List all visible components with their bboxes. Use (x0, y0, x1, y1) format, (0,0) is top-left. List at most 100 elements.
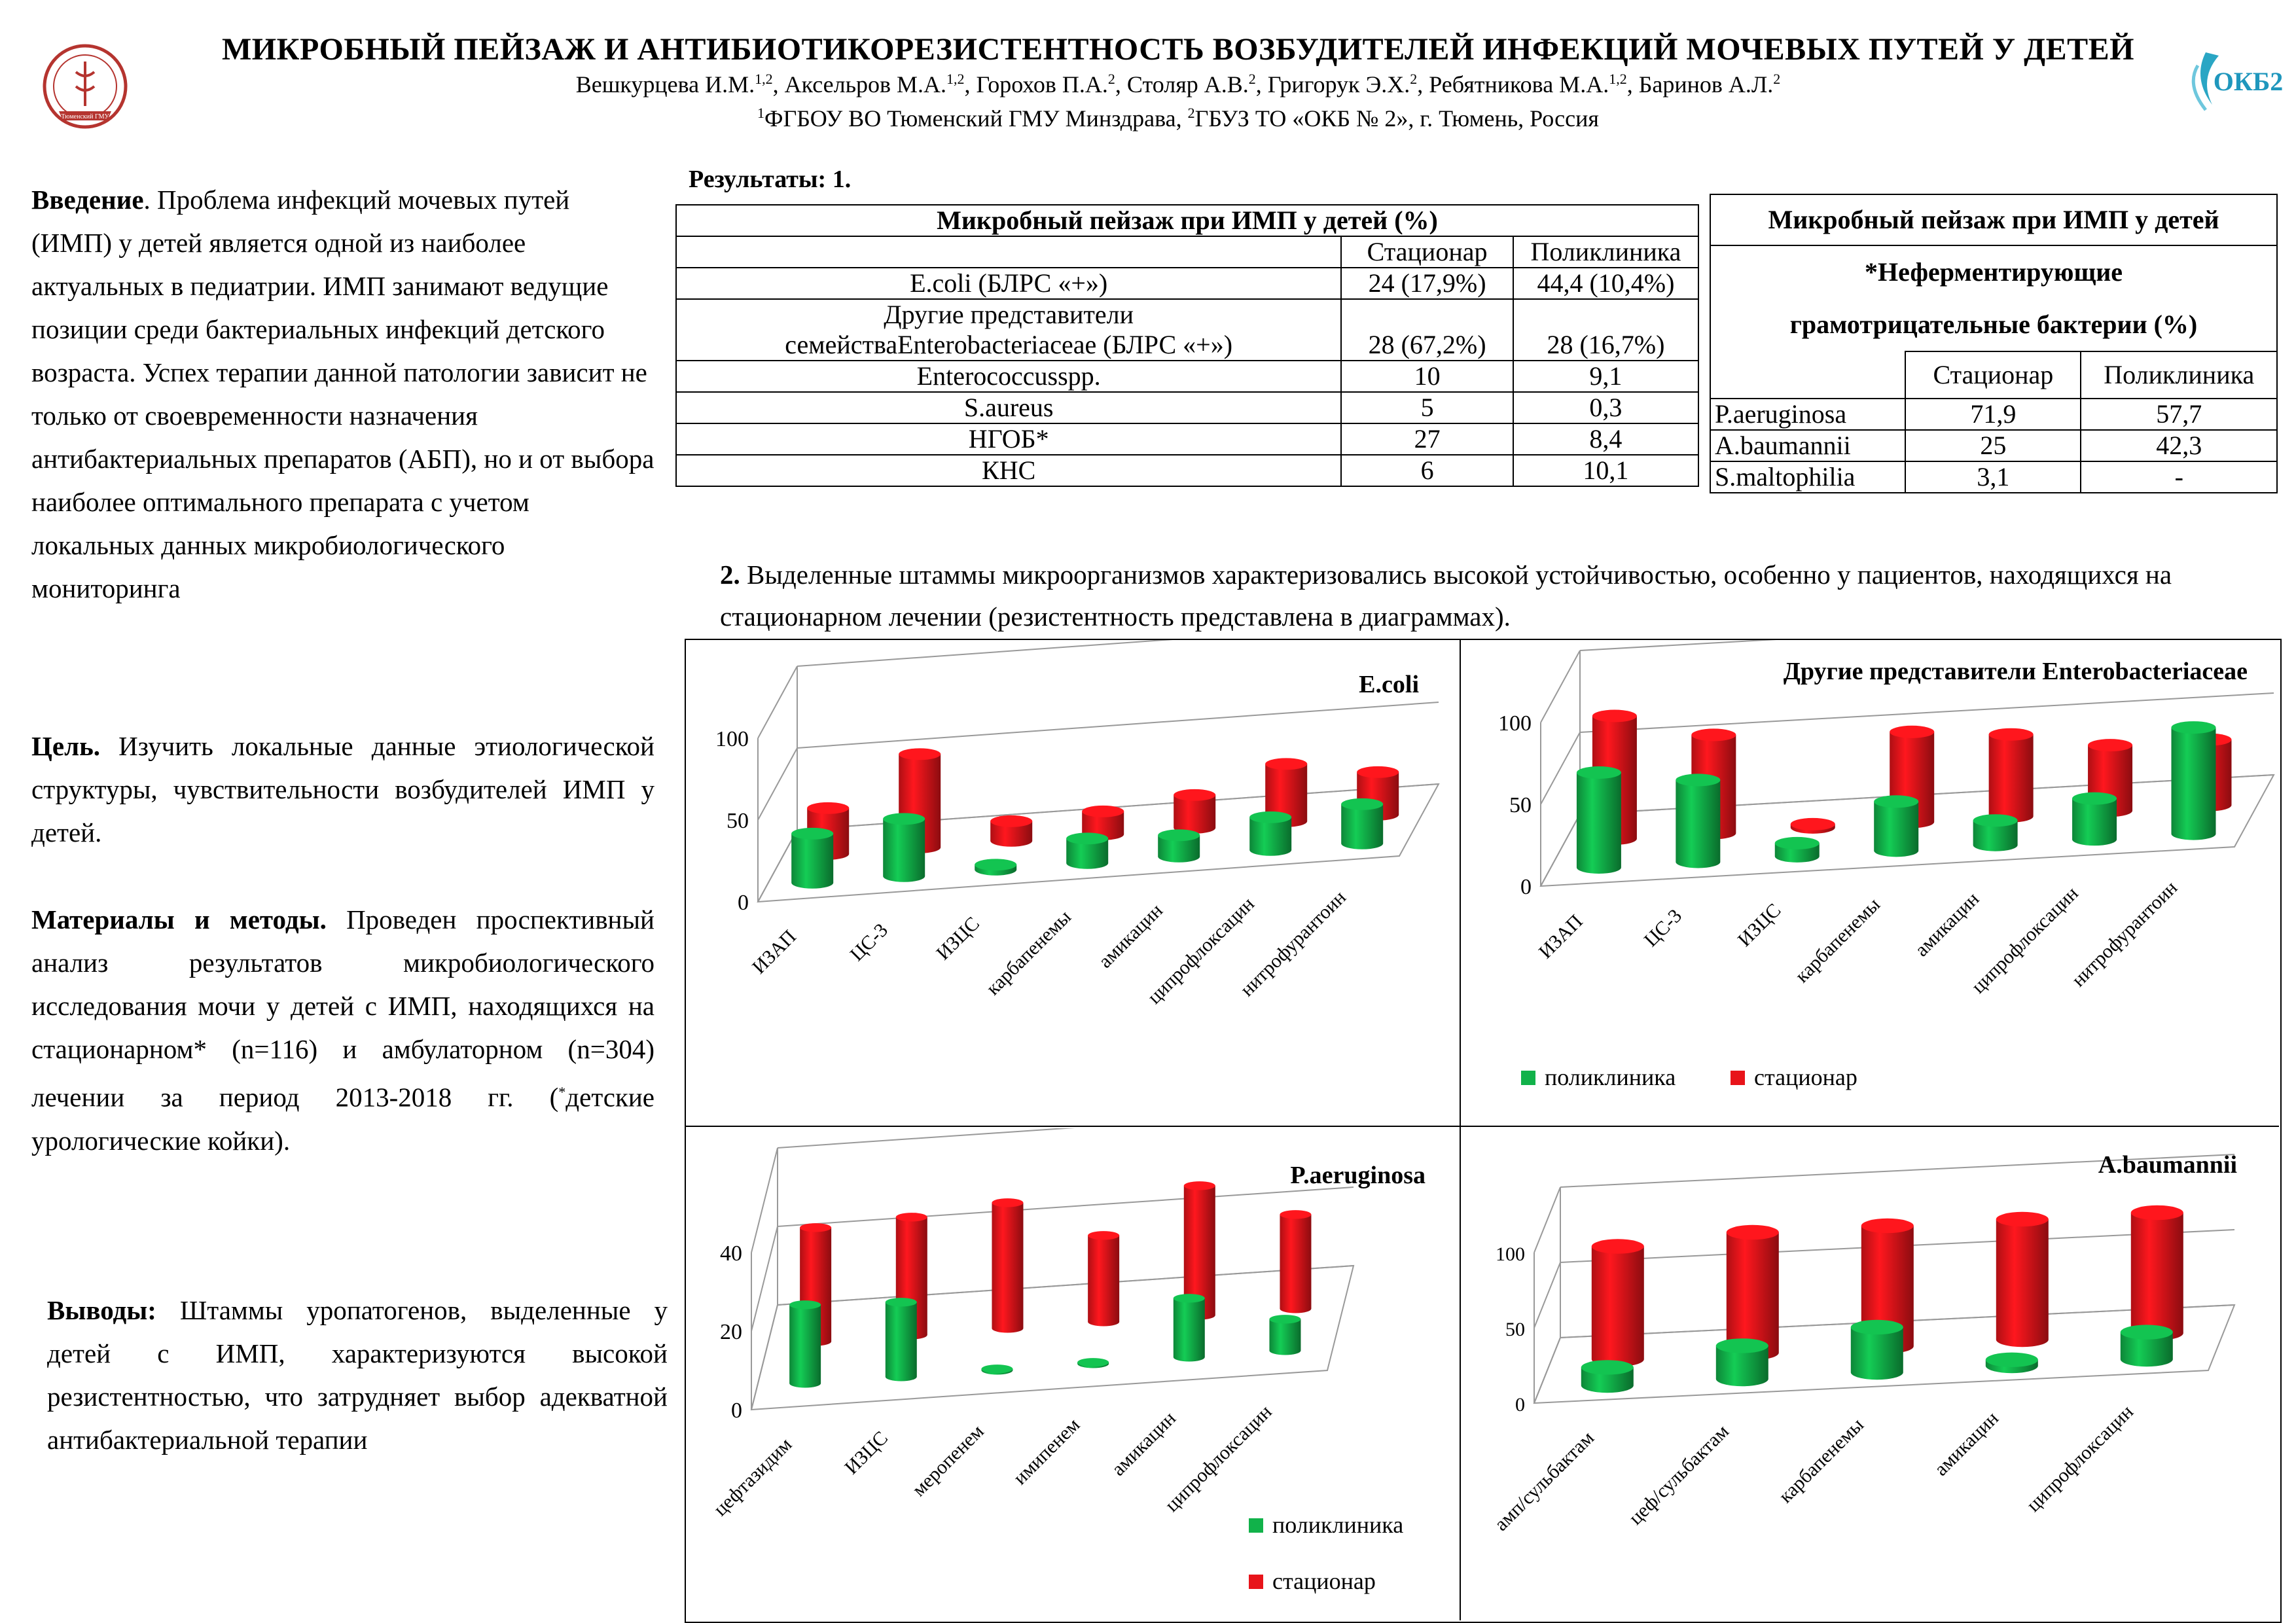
table-header-empty (675, 236, 1342, 268)
y-tick-label: 0 (731, 1399, 742, 1423)
table-cell-clinic: 28 (16,7%) (1512, 298, 1700, 361)
bar-clinic (2072, 792, 2117, 846)
gridline-side (1540, 732, 1581, 805)
x-category-label: нитрофурантоин (2068, 877, 2181, 991)
x-category-label: амикацин (1930, 1408, 2003, 1480)
author-name: Ребятникова М.А. (1429, 71, 1609, 98)
table-row: A.baumannii 25 42,3 (1709, 429, 2278, 462)
x-category-label: ИЗЦС (932, 913, 984, 965)
y-tick-label: 50 (1505, 1319, 1525, 1340)
bar-hosp (1591, 1239, 1644, 1367)
conclusions-text: Штаммы уропатогенов, выделенные у детей … (47, 1295, 668, 1455)
x-category-label: ципрофлоксацин (1161, 1401, 1276, 1516)
author-name: Аксельров М.А. (784, 71, 947, 98)
table-header-hosp: Стационар (1905, 351, 2082, 399)
y-tick-label: 20 (720, 1320, 742, 1344)
table-cell-hosp: 5 (1340, 391, 1514, 424)
table-cell-hosp: 24 (17,9%) (1340, 267, 1514, 300)
goal-section: Цель. Изучить локальные данные этиологич… (31, 724, 655, 854)
goal-heading: Цель. (31, 731, 101, 761)
bar-clinic (885, 1298, 917, 1382)
university-logo-text: Тюменский ГМУ (61, 113, 109, 120)
table-header-row: Стационар Поликлиника (1709, 351, 2278, 399)
bar-clinic (981, 1364, 1013, 1375)
x-category-label: цефтазидим (709, 1434, 796, 1520)
table-subtitle-row: *Неферментирующие грамотрицательные бакте… (1710, 245, 2278, 351)
bar-clinic (2120, 1325, 2173, 1367)
x-category-label: цеф/сульбактам (1624, 1421, 1733, 1529)
table-cell-clinic: 44,4 (10,4%) (1512, 267, 1700, 300)
table-cell-name: P.aeruginosa (1709, 398, 1907, 431)
gridline (797, 640, 1174, 667)
author-affil-sup: 1,2 (1609, 71, 1627, 87)
table-cell-hosp: 10 (1340, 360, 1514, 393)
x-category-label: амикацин (1107, 1408, 1180, 1480)
chart-floor (1539, 774, 2275, 887)
bar-clinic (883, 813, 925, 882)
legend-swatch-hosp (1249, 1575, 1263, 1589)
table-cell-name: КНС (675, 454, 1342, 487)
legend-label-clinic: поликлиника (1545, 1064, 1676, 1090)
author-separator: , (1626, 71, 1639, 98)
gridline (797, 702, 1439, 749)
chart-enterobacteriaceae: 0 50 100 ИЗАП ЦС-3 ИЗЦС карбапенемы амикацинцип… (1498, 640, 2275, 1090)
bar-hosp (1790, 817, 1835, 834)
chart-floor (757, 783, 1440, 903)
table-header-hosp: Стационар (1340, 236, 1514, 268)
table-cell-hosp: 3,1 (1905, 461, 2082, 493)
table-cell-clinic: 57,7 (2080, 398, 2278, 431)
table-cell-name: Другие представители семействаEnterobacte… (675, 298, 1342, 361)
table-cell-name-line1: Другие представители (884, 300, 1134, 329)
author-name: Баринов А.Л. (1638, 71, 1774, 98)
chart-title: E.coli (1359, 671, 1419, 698)
bar-clinic (1985, 1352, 2038, 1374)
x-category-label: ИЗЦС (840, 1427, 892, 1479)
table-title-row: Микробный пейзаж при ИМП у детей (%) (675, 204, 1699, 237)
x-category-label: амикацин (1094, 900, 1167, 972)
gridline (777, 1186, 1354, 1227)
bar-clinic (1576, 766, 1621, 874)
hospital-logo-text: ОКБ2 (2214, 67, 2284, 96)
x-category-label: ИЗАП (748, 926, 800, 978)
author-separator: , (1255, 71, 1268, 98)
authors-line: Вешкурцева И.М.1,2, Аксельров М.А.1,2, Г… (196, 71, 2160, 98)
results-section-2: 2. Выделенные штаммы микроорганизмов хар… (720, 554, 2284, 637)
author-affil-sup: 2 (1248, 71, 1256, 87)
table-cell-name-line2: семействаEnterobacteriaceae (БЛРС «+») (785, 330, 1233, 359)
gridline-side (751, 1147, 778, 1253)
legend-swatch-hosp (1731, 1071, 1745, 1085)
table-row: S.maltophilia 3,1 - (1709, 461, 2278, 493)
x-category-label: ципрофлоксацин (2022, 1401, 2138, 1516)
gridline-side (1534, 1186, 1561, 1253)
x-category-label: меропенем (908, 1421, 988, 1501)
bar-hosp (2130, 1205, 2183, 1341)
bar-hosp (1280, 1210, 1312, 1313)
author-separator: , (1115, 71, 1127, 98)
author-name: Горохов П.А. (976, 71, 1108, 98)
chart-title: A.baumannii (2098, 1151, 2237, 1179)
author-separator: , (772, 71, 785, 98)
affil-sup-2: 2 (1187, 105, 1195, 121)
x-category-label: имипенем (1009, 1414, 1084, 1489)
chart-title: P.aeruginosa (1290, 1162, 1426, 1189)
gridline-side (757, 747, 798, 821)
legend-swatch-clinic (1249, 1518, 1263, 1533)
y-tick-label: 100 (715, 727, 749, 751)
gridline-side (1534, 1262, 1561, 1329)
table-title: Микробный пейзаж при ИМП у детей (1710, 194, 2278, 246)
methods-section: Материалы и методы. Проведен проспективн… (31, 898, 655, 1162)
table-cell-clinic: - (2080, 461, 2278, 493)
gridline (777, 1128, 1075, 1149)
table-cell-hosp: 71,9 (1905, 398, 2082, 431)
table-subtitle-line2: грамотрицательные бактерии (%) (1789, 310, 2198, 339)
author-affil-sup: 1,2 (755, 71, 773, 87)
gridline-side (1540, 650, 1581, 723)
chart-paeruginosa: 0 20 40 цефтазидим ИЗЦС меропенем имипенем амик… (709, 1128, 1426, 1594)
table-row: P.aeruginosa 71,9 57,7 (1709, 398, 2278, 431)
author-separator: , (964, 71, 977, 98)
y-tick-label: 50 (1509, 793, 1532, 817)
table-header-clinic: Поликлиника (1512, 236, 1700, 268)
y-tick-label: 0 (1515, 1394, 1525, 1416)
gridline-side (757, 666, 798, 739)
affiliations-line: 1ФГБОУ ВО Тюменский ГМУ Минздрава, 2ГБУЗ… (196, 105, 2160, 132)
